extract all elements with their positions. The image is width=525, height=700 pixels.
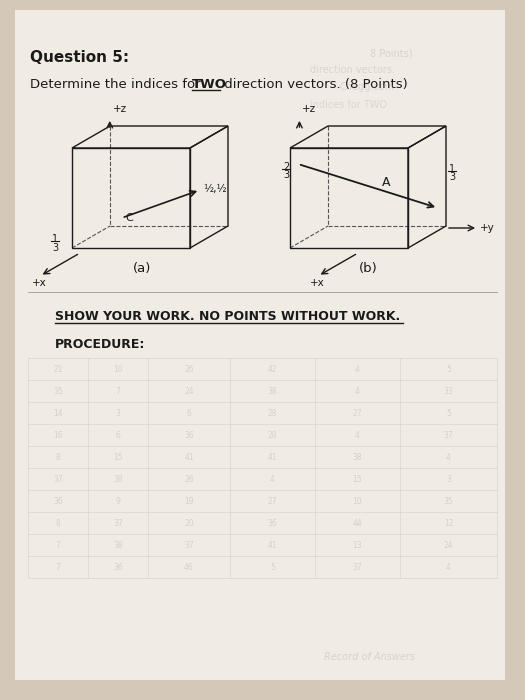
Text: 4: 4 xyxy=(355,365,360,374)
Text: direction vectors. (8 Points): direction vectors. (8 Points) xyxy=(220,78,408,91)
Text: 41: 41 xyxy=(184,452,194,461)
Text: 3: 3 xyxy=(449,172,455,182)
Text: 27: 27 xyxy=(353,409,362,417)
Text: Record of Answers: Record of Answers xyxy=(324,652,415,662)
Text: 3: 3 xyxy=(52,243,58,253)
Text: 37: 37 xyxy=(184,540,194,550)
Text: 28: 28 xyxy=(268,430,277,440)
Text: 37: 37 xyxy=(353,563,362,571)
Text: 26: 26 xyxy=(184,475,194,484)
Text: 3: 3 xyxy=(116,409,120,417)
Text: 12: 12 xyxy=(444,519,453,528)
Text: 41: 41 xyxy=(268,452,277,461)
Text: (b): (b) xyxy=(359,262,377,275)
Text: +x: +x xyxy=(32,278,47,288)
Text: 6: 6 xyxy=(186,409,192,417)
Text: 4: 4 xyxy=(355,386,360,395)
Text: 7: 7 xyxy=(56,540,60,550)
Text: Determine the indices for: Determine the indices for xyxy=(30,78,205,91)
Text: TWO: TWO xyxy=(192,78,227,91)
Text: 24: 24 xyxy=(184,386,194,395)
Text: C: C xyxy=(125,213,133,223)
Text: 33: 33 xyxy=(444,386,454,395)
Text: 38: 38 xyxy=(268,386,277,395)
Text: 1: 1 xyxy=(52,234,58,244)
Text: 28: 28 xyxy=(268,409,277,417)
Text: 46: 46 xyxy=(184,563,194,571)
Text: 37: 37 xyxy=(113,519,123,528)
Text: 38: 38 xyxy=(113,475,123,484)
Text: 38: 38 xyxy=(353,452,362,461)
Text: 3: 3 xyxy=(283,170,289,180)
Text: 9: 9 xyxy=(116,496,120,505)
Text: 5: 5 xyxy=(446,409,451,417)
Text: 20: 20 xyxy=(184,519,194,528)
Text: A: A xyxy=(382,176,391,189)
Text: 3: 3 xyxy=(446,475,451,484)
Text: +z: +z xyxy=(113,104,127,114)
Text: 16: 16 xyxy=(53,430,63,440)
Text: 24: 24 xyxy=(444,540,453,550)
Text: +z: +z xyxy=(302,104,317,114)
Text: 6: 6 xyxy=(116,430,120,440)
Text: SHOW YOUR WORK. NO POINTS WITHOUT WORK.: SHOW YOUR WORK. NO POINTS WITHOUT WORK. xyxy=(55,310,400,323)
Text: 1: 1 xyxy=(449,164,455,174)
Text: 13: 13 xyxy=(353,540,362,550)
Text: direction vectors.: direction vectors. xyxy=(310,65,395,75)
Text: 4: 4 xyxy=(270,475,275,484)
Text: 8 Points): 8 Points) xyxy=(370,48,413,58)
Text: 27: 27 xyxy=(268,496,277,505)
Text: 36: 36 xyxy=(268,519,277,528)
Text: 37: 37 xyxy=(53,475,63,484)
Text: 37: 37 xyxy=(444,430,454,440)
Text: +x: +x xyxy=(310,278,325,288)
Text: 4: 4 xyxy=(355,430,360,440)
Text: 2: 2 xyxy=(283,162,289,172)
Text: 8: 8 xyxy=(56,519,60,528)
Text: 36: 36 xyxy=(184,430,194,440)
Text: 35: 35 xyxy=(444,496,454,505)
Text: 38: 38 xyxy=(113,540,123,550)
Text: 4: 4 xyxy=(446,452,451,461)
Text: 10: 10 xyxy=(113,365,123,374)
Text: 8: 8 xyxy=(56,452,60,461)
Text: 7: 7 xyxy=(116,386,120,395)
Text: 5: 5 xyxy=(270,563,275,571)
Text: ½,½: ½,½ xyxy=(203,184,227,194)
Text: 14: 14 xyxy=(53,409,63,417)
Text: 5: 5 xyxy=(446,365,451,374)
Text: +y: +y xyxy=(480,223,495,233)
Text: 7: 7 xyxy=(56,563,60,571)
Text: 36: 36 xyxy=(113,563,123,571)
Text: 35: 35 xyxy=(53,386,63,395)
Text: Chegg.com: Chegg.com xyxy=(340,82,395,92)
FancyBboxPatch shape xyxy=(15,10,505,680)
Text: 15: 15 xyxy=(353,475,362,484)
Text: 44: 44 xyxy=(353,519,362,528)
Text: 10: 10 xyxy=(353,496,362,505)
Text: 4: 4 xyxy=(446,563,451,571)
Text: 36: 36 xyxy=(53,496,63,505)
Text: 26: 26 xyxy=(184,365,194,374)
Text: 41: 41 xyxy=(268,540,277,550)
Text: 19: 19 xyxy=(184,496,194,505)
Text: PROCEDURE:: PROCEDURE: xyxy=(55,338,145,351)
Text: (a): (a) xyxy=(133,262,151,275)
Text: Question 5:: Question 5: xyxy=(30,50,129,65)
Text: 42: 42 xyxy=(268,365,277,374)
Text: 15: 15 xyxy=(113,452,123,461)
Text: 21: 21 xyxy=(53,365,63,374)
Text: indices for TWO: indices for TWO xyxy=(310,100,387,110)
